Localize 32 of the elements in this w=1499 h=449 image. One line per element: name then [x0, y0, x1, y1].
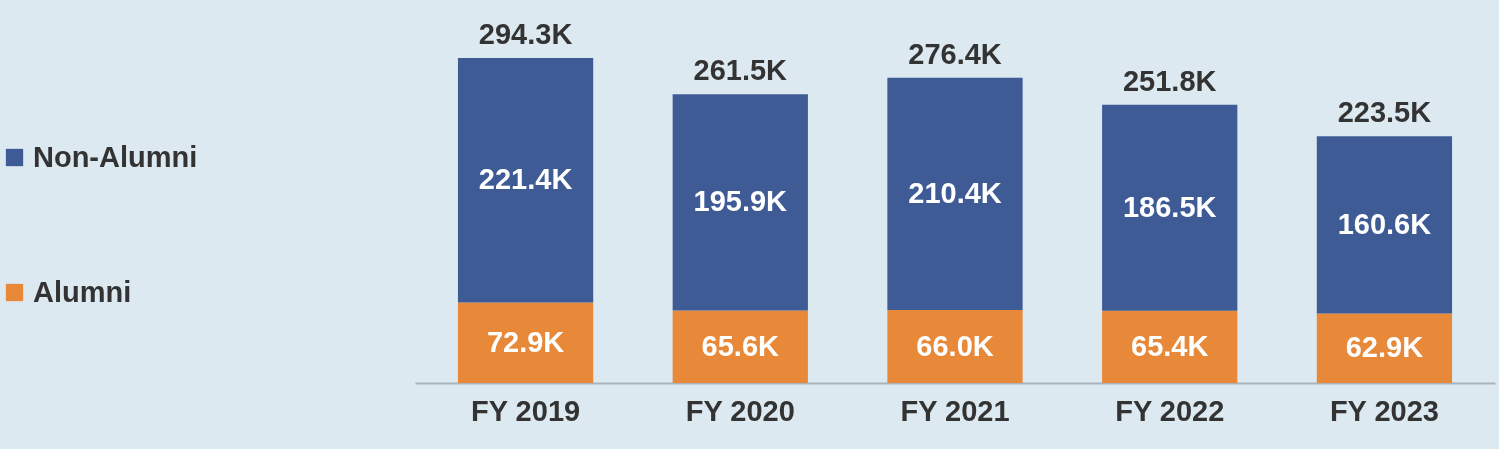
bar [887, 310, 1023, 383]
x-tick-label: FY 2023 [1329, 394, 1439, 427]
x-tick-label: FY 2019 [471, 394, 581, 427]
total-label: 251.8K [1122, 64, 1217, 97]
data-label: 65.6K [701, 329, 780, 362]
data-label: 186.5K [1122, 190, 1217, 223]
bar [1316, 313, 1453, 383]
data-label: 65.4K [1131, 329, 1209, 362]
bar [672, 94, 808, 311]
data-label: 195.9K [693, 185, 788, 218]
total-label: 294.3K [478, 18, 573, 50]
x-tick-label: FY 2022 [1115, 394, 1225, 427]
bar [672, 310, 808, 383]
bar [457, 302, 594, 383]
total-label: 223.5K [1337, 96, 1432, 129]
x-tick-label: FY 2020 [685, 394, 795, 427]
data-label: 62.9K [1345, 331, 1424, 364]
bar [457, 58, 594, 303]
data-label: 66.0K [916, 329, 994, 362]
x-tick-label: FY 2021 [900, 394, 1010, 427]
bar [1316, 136, 1453, 314]
bar [1102, 104, 1238, 311]
legend-label: Alumni [33, 275, 132, 308]
total-label: 276.4K [908, 37, 1002, 70]
bar [1102, 310, 1238, 383]
legend-label: Non-Alumni [33, 140, 198, 173]
data-label: 160.6K [1337, 207, 1432, 240]
data-label: 221.4K [478, 163, 573, 196]
data-label: 72.9K [486, 325, 565, 358]
data-label: 210.4K [908, 176, 1002, 209]
total-label: 261.5K [693, 54, 788, 87]
bar [887, 77, 1023, 311]
